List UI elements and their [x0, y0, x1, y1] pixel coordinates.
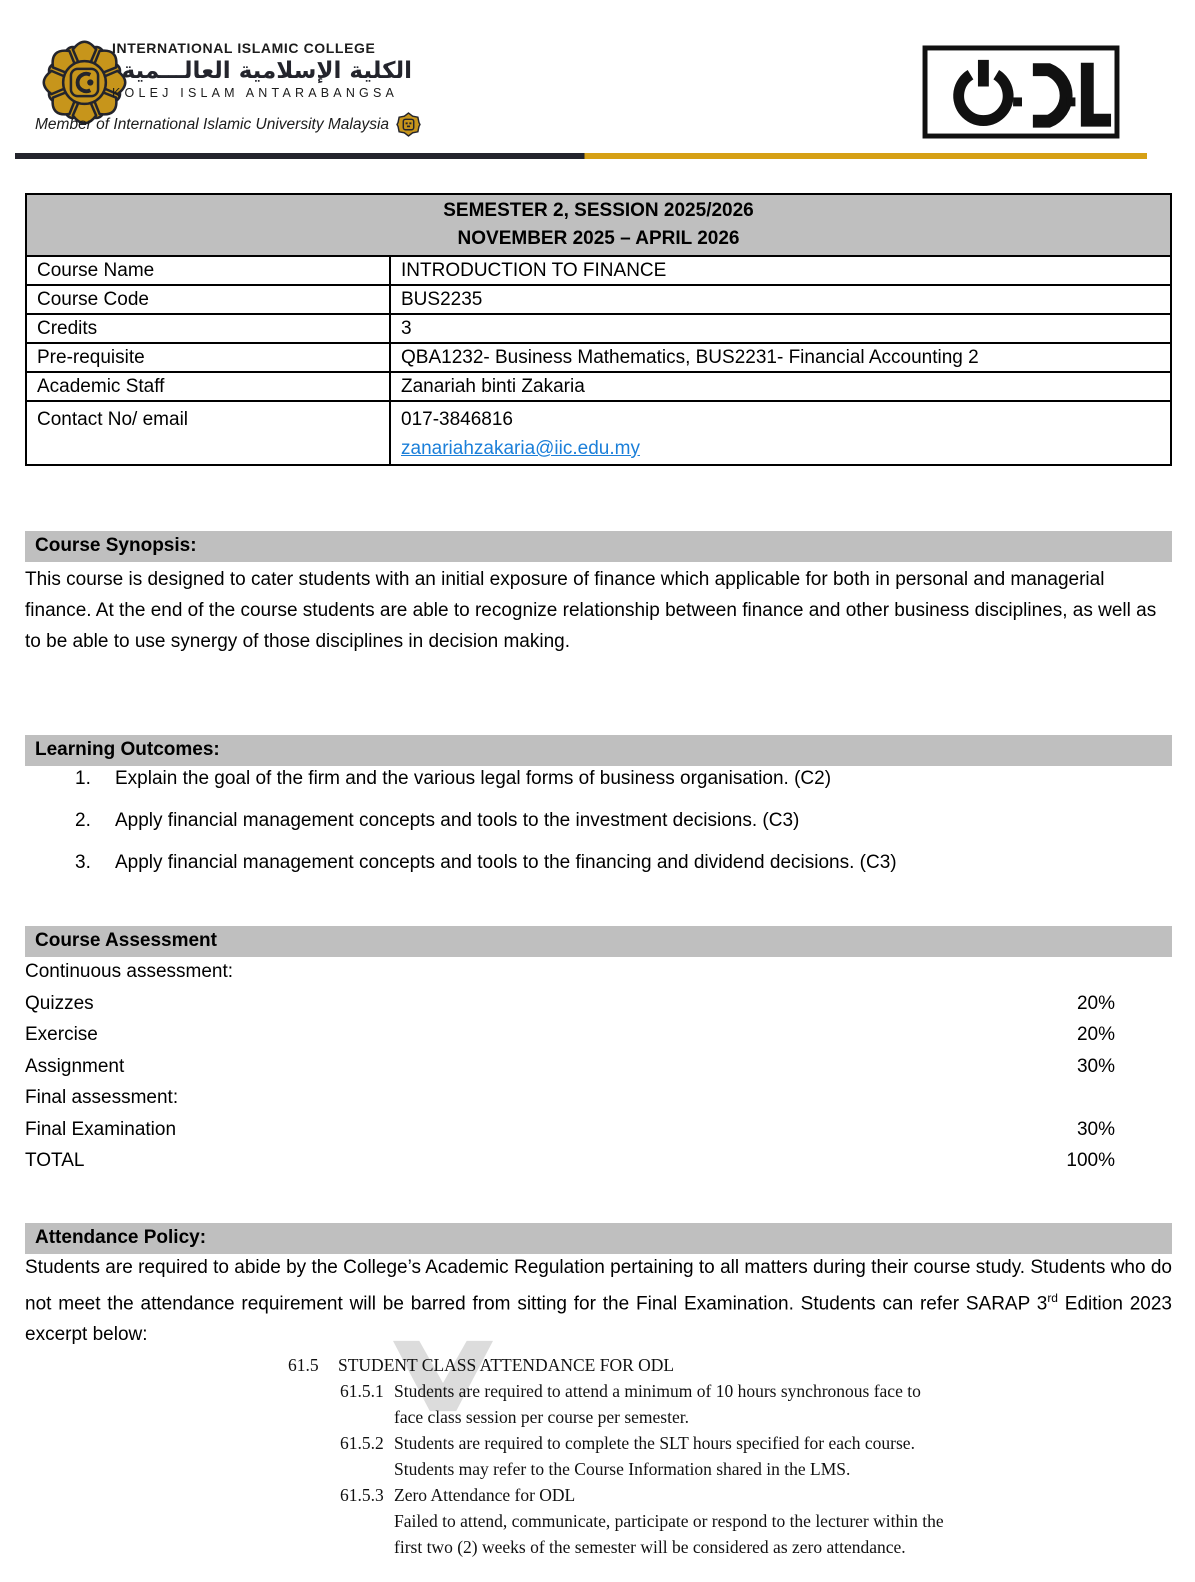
assessment-row: Final Examination 30%	[25, 1114, 1115, 1146]
assessment-label: Exercise	[25, 1024, 98, 1045]
clause-item-text: Students are required to complete the SL…	[394, 1430, 915, 1482]
clause-line: Failed to attend, communicate, participa…	[394, 1511, 944, 1531]
attendance-text-superscript: rd	[1047, 1291, 1058, 1305]
section-heading-learning-outcomes: Learning Outcomes:	[25, 735, 1172, 766]
course-synopsis-body: This course is designed to cater student…	[25, 569, 1157, 652]
attendance-text-pre: Students are required to abide by the Co…	[25, 1257, 1172, 1315]
clause-line: Students are required to attend a minimu…	[394, 1381, 921, 1401]
college-name-arabic: الكلية الإسلامية العالـــمية	[121, 58, 412, 84]
assessment-label: TOTAL	[25, 1150, 85, 1171]
college-logo-icon	[36, 34, 133, 136]
semester-title-line2: NOVEMBER 2025 – APRIL 2026	[457, 228, 740, 249]
table-row: Academic Staff Zanariah binti Zakaria	[25, 371, 1172, 402]
clause-item-text: Zero Attendance for ODL Failed to attend…	[394, 1482, 944, 1560]
assessment-label: Final assessment:	[25, 1087, 179, 1108]
section-heading-attendance-policy: Attendance Policy:	[25, 1223, 1172, 1254]
clause-heading: 61.5 STUDENT CLASS ATTENDANCE FOR ODL	[288, 1352, 944, 1378]
credits-value: 3	[389, 313, 1172, 344]
academic-staff-value: Zanariah binti Zakaria	[389, 371, 1172, 402]
course-name-value: INTRODUCTION TO FINANCE	[389, 255, 1172, 286]
clause-item: 61.5.3 Zero Attendance for ODL Failed to…	[340, 1482, 944, 1560]
clause-item: 61.5.2 Students are required to complete…	[340, 1430, 944, 1482]
clause-line: Zero Attendance for ODL	[394, 1485, 576, 1505]
learning-outcomes-list: 1. Explain the goal of the firm and the …	[75, 766, 1135, 892]
assessment-value: 30%	[1076, 1118, 1115, 1140]
course-code-label: Course Code	[25, 284, 391, 315]
iium-emblem-icon	[396, 112, 421, 137]
table-row: Credits 3	[25, 313, 1172, 344]
clause-item-text: Students are required to attend a minimu…	[394, 1378, 921, 1430]
prerequisite-label: Pre-requisite	[25, 342, 391, 373]
list-item-number: 2.	[75, 810, 91, 831]
member-line: Member of International Islamic Universi…	[35, 112, 421, 137]
regulation-excerpt: 61.5 STUDENT CLASS ATTENDANCE FOR ODL 61…	[288, 1352, 944, 1560]
clause-line: Students are required to complete the SL…	[394, 1433, 915, 1453]
attendance-text-post: Edition 2023 excerpt below:	[25, 1293, 1172, 1346]
assessment-row: TOTAL 100%	[25, 1145, 1115, 1177]
clause-item: 61.5.1 Students are required to attend a…	[340, 1378, 944, 1430]
assessment-row: Exercise 20%	[25, 1019, 1115, 1051]
list-item-text: Apply financial management concepts and …	[115, 852, 897, 873]
section-heading-course-assessment: Course Assessment	[25, 926, 1172, 957]
assessment-row: Quizzes 20%	[25, 988, 1115, 1020]
clause-line: face class session per course per semest…	[394, 1407, 689, 1427]
clause-line: first two (2) weeks of the semester will…	[394, 1537, 906, 1557]
assessment-row: Assignment 30%	[25, 1051, 1115, 1083]
table-header-row: SEMESTER 2, SESSION 2025/2026 NOVEMBER 2…	[25, 193, 1172, 257]
contact-email-link[interactable]: zanariahzakaria@iic.edu.my	[401, 438, 640, 459]
course-info-table: SEMESTER 2, SESSION 2025/2026 NOVEMBER 2…	[25, 193, 1172, 466]
assessment-value: 30%	[1076, 1055, 1115, 1077]
list-item: 2. Apply financial management concepts a…	[75, 808, 1135, 833]
clause-item-number: 61.5.2	[340, 1433, 384, 1453]
clause-item-number: 61.5.3	[340, 1485, 384, 1505]
header-divider	[15, 153, 1147, 159]
list-item: 1. Explain the goal of the firm and the …	[75, 766, 1135, 791]
watermark-chevron	[393, 1336, 493, 1421]
contact-phone: 017-3846816	[401, 409, 513, 430]
assessment-label: Assignment	[25, 1055, 125, 1077]
list-item-number: 3.	[75, 852, 91, 873]
assessment-value: 20%	[1076, 992, 1115, 1014]
credits-label: Credits	[25, 313, 391, 344]
list-item-number: 1.	[75, 768, 91, 789]
college-name-malay: KOLEJ ISLAM ANTARABANGSA	[112, 86, 399, 100]
assessment-value: 20%	[1076, 1024, 1115, 1045]
assessment-label: Quizzes	[25, 992, 94, 1014]
contact-label: Contact No/ email	[25, 400, 391, 466]
list-item-text: Explain the goal of the firm and the var…	[115, 768, 832, 789]
semester-title-line1: SEMESTER 2, SESSION 2025/2026	[443, 200, 754, 221]
section-heading-course-synopsis: Course Synopsis:	[25, 531, 1172, 562]
assessment-label: Final Examination	[25, 1118, 177, 1140]
course-name-label: Course Name	[25, 255, 391, 286]
table-row: Course Code BUS2235	[25, 284, 1172, 315]
assessment-row: Continuous assessment:	[25, 956, 1115, 988]
assessment-list: Continuous assessment: Quizzes 20% Exerc…	[25, 956, 1115, 1177]
clause-number: 61.5	[288, 1355, 319, 1375]
prerequisite-value: QBA1232- Business Mathematics, BUS2231- …	[389, 342, 1172, 373]
contact-value-cell: 017-3846816 zanariahzakaria@iic.edu.my	[389, 400, 1172, 466]
list-item-text: Apply financial management concepts and …	[115, 810, 800, 831]
table-row: Contact No/ email 017-3846816 zanariahza…	[25, 400, 1172, 466]
semester-title-cell: SEMESTER 2, SESSION 2025/2026 NOVEMBER 2…	[25, 193, 1172, 257]
clause-item-number: 61.5.1	[340, 1381, 384, 1401]
clause-title: STUDENT CLASS ATTENDANCE FOR ODL	[338, 1355, 675, 1375]
member-line-text: Member of International Islamic Universi…	[35, 115, 390, 133]
list-item: 3. Apply financial management concepts a…	[75, 850, 1135, 875]
table-row: Pre-requisite QBA1232- Business Mathemat…	[25, 342, 1172, 373]
assessment-label: Continuous assessment:	[25, 961, 234, 982]
attendance-policy-body: Students are required to abide by the Co…	[25, 1252, 1172, 1350]
assessment-value: 100%	[1066, 1150, 1115, 1171]
table-row: Course Name INTRODUCTION TO FINANCE	[25, 255, 1172, 286]
course-code-value: BUS2235	[389, 284, 1172, 315]
odl-logo-icon	[922, 45, 1120, 144]
academic-staff-label: Academic Staff	[25, 371, 391, 402]
assessment-row: Final assessment:	[25, 1082, 1115, 1114]
clause-line: Students may refer to the Course Informa…	[394, 1459, 851, 1479]
college-name: INTERNATIONAL ISLAMIC COLLEGE	[112, 40, 376, 56]
college-name-block: INTERNATIONAL ISLAMIC COLLEGE الكلية الإ…	[112, 40, 412, 100]
